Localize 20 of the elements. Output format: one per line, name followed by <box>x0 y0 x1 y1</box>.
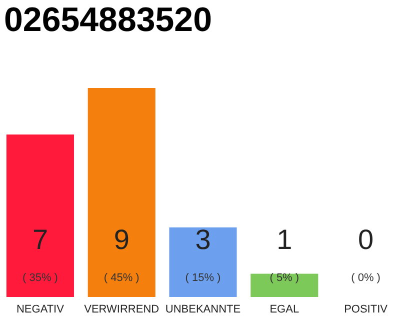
data-label: 3 <box>195 224 211 255</box>
bar <box>6 134 74 297</box>
x-tick-label: NEGATIV <box>16 304 65 316</box>
data-label: 0 <box>358 224 374 255</box>
chart-title: 02654883520 <box>4 1 212 39</box>
annotation: ( 35% ) <box>22 272 58 284</box>
x-tick-label: POSITIV <box>344 304 388 316</box>
x-tick-label: UNBEKANNTE <box>165 304 241 316</box>
bar <box>250 274 318 297</box>
annotation: ( 45% ) <box>104 272 140 284</box>
annotation: ( 0% ) <box>351 272 380 284</box>
data-label: 9 <box>114 224 130 255</box>
x-tick-label: EGAL <box>270 304 300 316</box>
bar <box>88 88 156 297</box>
data-label: 7 <box>32 224 48 255</box>
bar <box>169 227 237 297</box>
data-label: 1 <box>276 224 292 255</box>
x-tick-label: VERWIRREND <box>84 304 160 316</box>
annotation: ( 15% ) <box>185 272 221 284</box>
annotation: ( 5% ) <box>270 272 300 284</box>
